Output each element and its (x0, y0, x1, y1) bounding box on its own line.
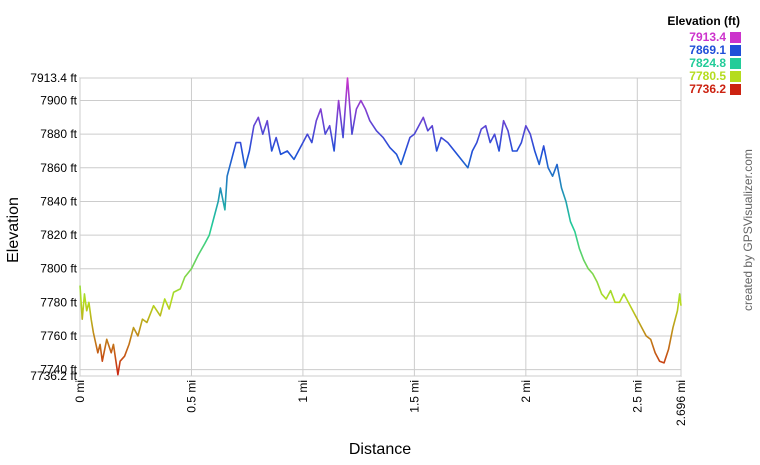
legend-swatch (730, 84, 741, 95)
x-tick-label: 1 mi (296, 380, 310, 403)
legend-swatch (730, 58, 741, 69)
x-tick-label: 2.5 mi (630, 380, 644, 413)
y-tick-label: 7780 ft (40, 295, 77, 309)
x-axis-title: Distance (349, 441, 411, 458)
legend-value: 7736.2 (689, 82, 726, 96)
y-tick-label: 7900 ft (40, 94, 77, 108)
plot-frame (79, 77, 682, 377)
y-tick-label: 7736.2 ft (30, 369, 77, 383)
elevation-line (79, 77, 682, 376)
legend-swatch (730, 71, 741, 82)
legend-value: 7869.1 (689, 43, 726, 57)
y-tick-label: 7880 ft (40, 127, 77, 141)
x-tick-label: 2.696 mi (674, 380, 688, 426)
legend-value: 7780.5 (689, 69, 726, 83)
y-tick-label: 7760 ft (40, 329, 77, 343)
y-tick-label: 7913.4 ft (30, 71, 77, 85)
legend-value: 7824.8 (689, 56, 726, 70)
x-tick-label: 2 mi (519, 380, 533, 403)
x-tick-label: 1.5 mi (407, 380, 421, 413)
x-tick-label: 0.5 mi (184, 380, 198, 413)
y-tick-label: 7840 ft (40, 194, 77, 208)
legend-title: Elevation (ft) (667, 14, 740, 28)
y-axis-title: Elevation (5, 197, 22, 263)
grid (79, 77, 682, 377)
legend-value: 7913.4 (689, 30, 726, 44)
y-tick-label: 7740 ft (40, 363, 77, 377)
x-tick-label: 0 mi (73, 380, 87, 403)
line-layer (79, 77, 682, 376)
y-tick-label: 7800 ft (40, 262, 77, 276)
y-tick-label: 7820 ft (40, 228, 77, 242)
y-tick-label: 7860 ft (40, 161, 77, 175)
legend-swatch (730, 32, 741, 43)
legend-swatch (730, 45, 741, 56)
credit: created by GPSVisualizer.com (741, 149, 755, 311)
